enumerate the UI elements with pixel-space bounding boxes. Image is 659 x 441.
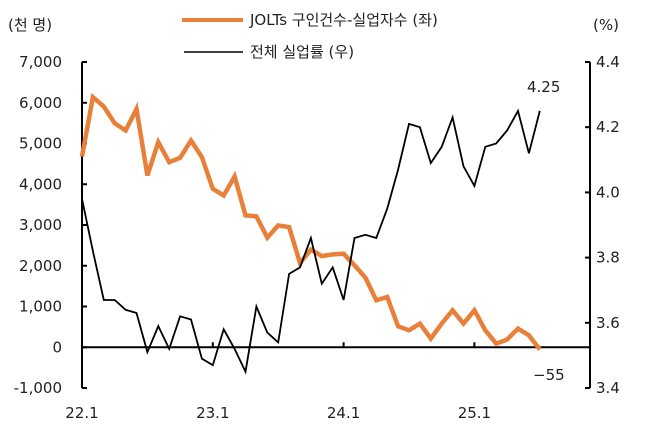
x-tick-label: 22.1	[65, 404, 98, 422]
series-line-unemployment-rate	[82, 111, 540, 372]
x-tick-label: 24.1	[327, 404, 360, 422]
x-tick-label: 25.1	[458, 404, 491, 422]
right-tick-label: 3.8	[596, 249, 620, 267]
left-tick-label: 1,000	[19, 298, 62, 316]
legend-label-unemployment: 전체 실업률 (우)	[250, 43, 354, 61]
legend: JOLTs 구인건수-실업자수 (좌) 전체 실업률 (우)	[182, 11, 438, 61]
series-group	[82, 97, 540, 372]
x-tick-label: 23.1	[196, 404, 229, 422]
right-tick-label: 3.4	[596, 379, 620, 397]
right-tick-label: 3.6	[596, 314, 620, 332]
annotation-last-gap: −55	[533, 366, 565, 384]
right-unit-label: (%)	[593, 16, 619, 34]
legend-label-jolts: JOLTs 구인건수-실업자수 (좌)	[249, 11, 438, 29]
series-line-jolts-gap	[82, 97, 540, 349]
right-tick-label: 4.4	[596, 53, 620, 71]
left-unit-label: (천 명)	[8, 16, 52, 34]
left-tick-label: -1,000	[14, 379, 62, 397]
left-tick-label: 7,000	[19, 53, 62, 71]
right-tick-label: 4.0	[596, 183, 620, 201]
left-tick-label: 3,000	[19, 216, 62, 234]
left-tick-label: 6,000	[19, 94, 62, 112]
left-tick-label: 5,000	[19, 135, 62, 153]
right-tick-label: 4.2	[596, 118, 620, 136]
left-tick-label: 0	[52, 338, 62, 356]
annotation-last-rate: 4.25	[527, 78, 560, 96]
left-tick-label: 2,000	[19, 257, 62, 275]
left-tick-label: 4,000	[19, 175, 62, 193]
